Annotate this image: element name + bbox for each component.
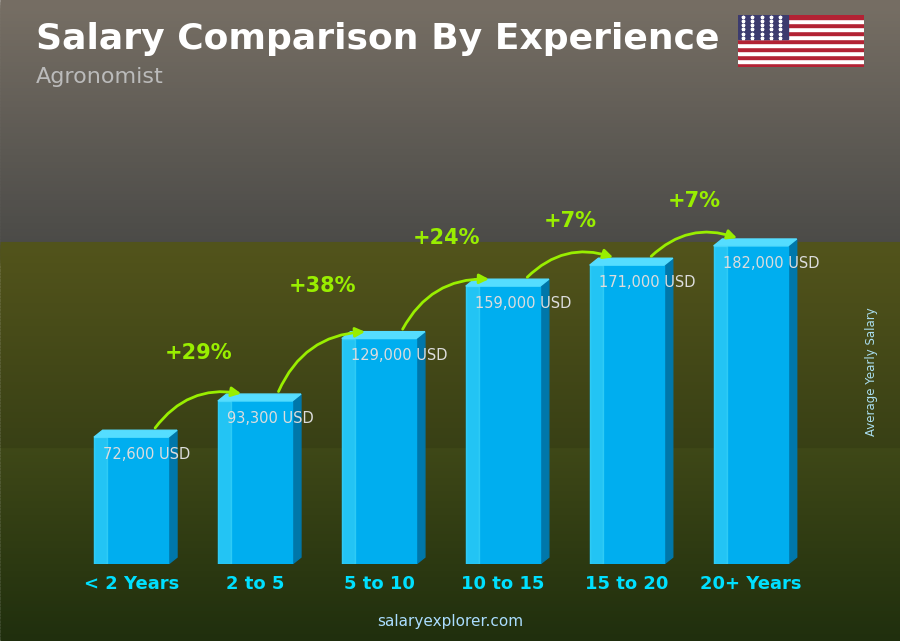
Bar (738, 47, 864, 51)
Polygon shape (714, 239, 796, 246)
Bar (738, 15, 864, 19)
Bar (738, 63, 864, 67)
Polygon shape (218, 394, 301, 401)
Bar (590, 265, 664, 564)
Text: +29%: +29% (165, 342, 232, 363)
Text: Average Yearly Salary: Average Yearly Salary (865, 308, 878, 436)
Bar (714, 246, 727, 564)
Polygon shape (342, 331, 425, 338)
Bar (738, 59, 864, 63)
Bar (218, 401, 231, 564)
Bar (738, 19, 864, 23)
Text: salaryexplorer.com: salaryexplorer.com (377, 615, 523, 629)
Bar (714, 246, 788, 564)
Text: Salary Comparison By Experience: Salary Comparison By Experience (36, 22, 719, 56)
Bar (94, 437, 107, 564)
Polygon shape (94, 430, 177, 437)
Bar (738, 51, 864, 55)
Text: 182,000 USD: 182,000 USD (723, 256, 819, 271)
Polygon shape (590, 258, 673, 265)
Text: 171,000 USD: 171,000 USD (598, 275, 695, 290)
Bar (738, 55, 864, 59)
Text: Agronomist: Agronomist (36, 67, 164, 87)
Bar (738, 39, 864, 43)
Text: +24%: +24% (413, 228, 481, 247)
Bar (738, 31, 864, 35)
Bar (342, 338, 416, 564)
Bar (94, 437, 168, 564)
Polygon shape (466, 279, 549, 286)
Text: +7%: +7% (544, 210, 597, 231)
Bar (738, 27, 864, 31)
Bar (738, 15, 788, 39)
Text: 93,300 USD: 93,300 USD (227, 411, 313, 426)
Polygon shape (788, 239, 796, 564)
Bar (590, 265, 603, 564)
Bar (466, 286, 540, 564)
Bar (738, 23, 864, 27)
Text: +38%: +38% (289, 276, 356, 296)
Bar (342, 338, 356, 564)
Text: 72,600 USD: 72,600 USD (103, 447, 190, 462)
Polygon shape (292, 394, 301, 564)
Bar (738, 35, 864, 39)
Text: 159,000 USD: 159,000 USD (474, 296, 572, 311)
Text: +7%: +7% (668, 191, 721, 212)
Polygon shape (416, 331, 425, 564)
Bar (218, 401, 292, 564)
Polygon shape (168, 430, 177, 564)
Text: 129,000 USD: 129,000 USD (351, 348, 447, 363)
Bar (466, 286, 479, 564)
Polygon shape (540, 279, 549, 564)
Polygon shape (664, 258, 673, 564)
Bar (738, 43, 864, 47)
